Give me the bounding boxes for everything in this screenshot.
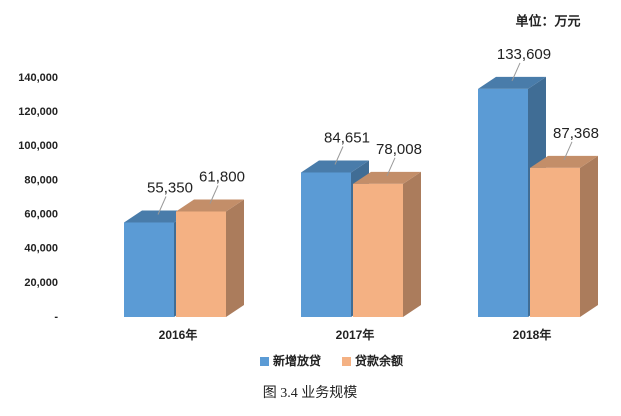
y-tick-label: 40,000 [24, 243, 58, 255]
y-tick-label: 100,000 [18, 140, 58, 152]
value-label: 61,800 [199, 168, 245, 185]
y-tick-label: 60,000 [24, 208, 58, 220]
y-tick-label: 120,000 [18, 106, 58, 118]
legend-swatch [342, 357, 351, 366]
bar-top [353, 171, 421, 184]
caption: 图 3.4 业务规模 [263, 385, 358, 401]
bar [478, 88, 528, 318]
y-tick-label: 80,000 [24, 174, 58, 186]
x-tick-label: 2017年 [336, 327, 375, 342]
bar [530, 167, 580, 317]
unit-label: 单位：万元 [515, 13, 580, 28]
bar-top [301, 160, 369, 173]
leader-line [157, 196, 167, 215]
bar-top [530, 155, 598, 168]
bar-top [478, 76, 546, 89]
leader-line [334, 146, 344, 165]
bar-side [226, 199, 244, 317]
value-label: 78,008 [376, 141, 422, 158]
bar-top [124, 210, 192, 223]
y-tick-label: 20,000 [24, 277, 58, 289]
value-label: 133,609 [497, 46, 551, 63]
leader-line [563, 141, 573, 161]
x-tick-label: 2016年 [159, 327, 198, 342]
bar-top [176, 199, 244, 212]
bar [301, 172, 351, 317]
bar-side [403, 171, 421, 317]
value-label: 84,651 [324, 129, 370, 146]
legend-swatch [260, 357, 269, 366]
y-tick-label: 140,000 [18, 72, 58, 84]
legend-label: 新增放贷 [273, 353, 321, 368]
y-tick-label: - [54, 311, 58, 323]
value-label: 87,368 [553, 125, 599, 142]
bar [124, 222, 174, 317]
bar-side [580, 155, 598, 317]
value-label: 55,350 [147, 179, 193, 196]
bar [176, 211, 226, 317]
x-tick-label: 2018年 [513, 327, 552, 342]
leader-line [209, 185, 219, 204]
leader-line [511, 62, 521, 82]
bar [353, 183, 403, 317]
leader-line [386, 157, 396, 177]
legend-label: 贷款余额 [355, 353, 403, 368]
